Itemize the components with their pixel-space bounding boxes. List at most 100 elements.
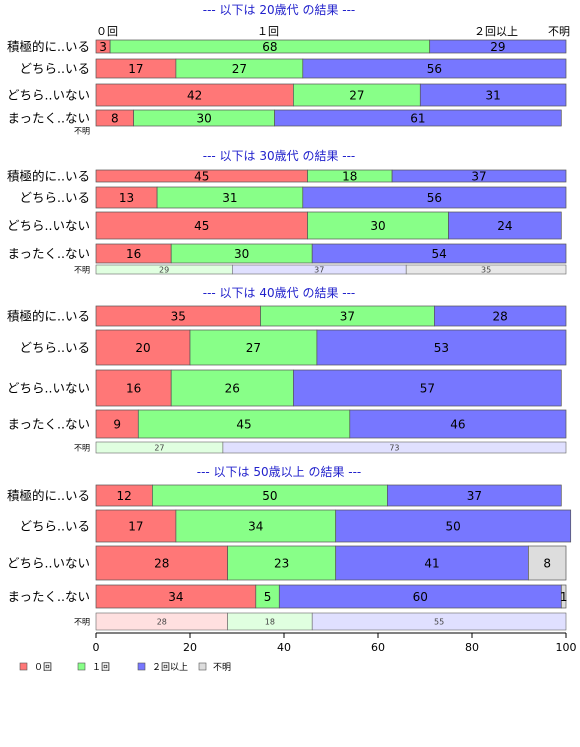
header-label: １回 [257, 25, 279, 38]
header-label: ０回 [96, 25, 118, 38]
legend: ０回 １回 ２回以上 不明 [19, 662, 231, 673]
unknown-label: 不明 [74, 618, 90, 627]
x-tick-label: 0 [93, 641, 100, 654]
chart-groups: --- 以下は 20歳代 の結果 --- 積極的に..いる 3 68 29 どちら..いる… [7, 3, 572, 631]
chart-group: --- 以下は 20歳代 の結果 --- 積極的に..いる 3 68 29 どちら..いる… [7, 3, 567, 136]
data-label: 37 [467, 489, 482, 503]
data-label: 42 [187, 89, 202, 103]
row-label: どちら..いる [20, 61, 90, 76]
bar-segment [95, 211, 308, 240]
group-title: --- 以下は 50歳以上 の結果 --- [197, 465, 362, 479]
row-label: まったく..ない [8, 589, 90, 604]
bar-segment [528, 545, 567, 581]
bar-segment [170, 369, 294, 407]
unknown-segment [222, 441, 567, 454]
data-label: 30 [196, 112, 211, 126]
unknown-data-label: 28 [157, 618, 167, 627]
data-label: 31 [222, 191, 237, 205]
data-label: 5 [264, 590, 272, 604]
data-label: 12 [117, 489, 132, 503]
legend-label: ２回以上 [152, 662, 188, 673]
data-label: 45 [194, 170, 209, 184]
data-label: 16 [126, 382, 141, 396]
bar-segment [335, 509, 572, 543]
unknown-data-label: 37 [314, 266, 324, 275]
row-label: どちら..いない [7, 381, 90, 396]
bar-segment [175, 509, 337, 543]
x-tick-label: 40 [277, 641, 291, 654]
data-label: 20 [135, 341, 150, 355]
unknown-segment [405, 264, 567, 275]
unknown-data-label: 55 [434, 618, 444, 627]
row-label: まったく..ない [8, 417, 90, 432]
data-label: 23 [274, 557, 289, 571]
unknown-segment [311, 612, 567, 631]
data-label: 1 [560, 590, 568, 604]
data-label: 37 [340, 310, 355, 324]
data-label: 56 [427, 62, 442, 76]
header-labels: ０回 １回 ２回以上 不明 [96, 25, 570, 38]
data-label: 26 [225, 382, 240, 396]
data-label: 34 [248, 520, 263, 534]
unknown-data-label: 18 [265, 618, 275, 627]
data-label: 37 [471, 170, 486, 184]
legend-label: 不明 [213, 662, 231, 673]
legend-swatch [19, 662, 28, 671]
group-title: --- 以下は 40歳代 の結果 --- [203, 286, 356, 300]
data-label: 28 [493, 310, 508, 324]
bar-segment [391, 169, 567, 183]
data-label: 28 [154, 557, 169, 571]
group-title: --- 以下は 20歳代 の結果 --- [203, 3, 356, 17]
data-label: 54 [431, 247, 446, 261]
bar-segment [429, 39, 567, 54]
data-label: 68 [262, 40, 277, 54]
bar-segment [95, 509, 177, 543]
row-label: 積極的に..いる [7, 169, 90, 184]
bar-segment [311, 243, 567, 264]
bar-segment [349, 409, 567, 439]
data-label: 60 [413, 590, 428, 604]
data-label: 30 [234, 247, 249, 261]
chart-group: --- 以下は 30歳代 の結果 --- 積極的に..いる 45 18 37 どちら..い… [7, 149, 567, 275]
unknown-data-label: 29 [159, 266, 169, 275]
chart-group: --- 以下は 50歳以上 の結果 --- 積極的に..いる 12 50 37 どちら..… [7, 465, 572, 631]
row-label: どちら..いない [7, 218, 90, 233]
row-label: まったく..ない [8, 246, 90, 261]
unknown-data-label: 73 [389, 444, 399, 453]
bar-segment [293, 369, 562, 407]
unknown-label: 不明 [74, 444, 90, 453]
unknown-data-label: 27 [154, 444, 164, 453]
data-label: 17 [128, 62, 143, 76]
data-label: 8 [543, 557, 551, 571]
data-label: 9 [113, 418, 121, 432]
bar-segment [95, 545, 228, 581]
data-label: 27 [246, 341, 261, 355]
row-label: どちら..いる [20, 340, 90, 355]
data-label: 50 [446, 520, 461, 534]
data-label: 41 [424, 557, 439, 571]
bar-segment [419, 83, 567, 107]
row-label: 積極的に..いる [7, 39, 90, 54]
legend-label: １回 [92, 662, 110, 673]
unknown-data-label: 35 [481, 266, 491, 275]
bar-segment [189, 329, 318, 366]
x-tick-label: 20 [183, 641, 197, 654]
header-label: ２回以上 [474, 25, 518, 38]
data-label: 56 [427, 191, 442, 205]
row-label: どちら..いない [7, 556, 90, 571]
bar-segment [448, 211, 562, 240]
legend-swatch [137, 662, 146, 671]
row-label: どちら..いる [20, 519, 90, 534]
bar-segment [335, 545, 529, 581]
x-tick-label: 80 [465, 641, 479, 654]
data-label: 8 [111, 112, 119, 126]
x-axis: 0 20 40 60 80 100 [93, 632, 577, 654]
bar-segment [560, 584, 567, 609]
row-label: どちら..いる [20, 190, 90, 205]
data-label: 35 [171, 310, 186, 324]
data-label: 46 [450, 418, 465, 432]
bar-segment [274, 109, 562, 127]
data-label: 29 [490, 40, 505, 54]
legend-label: ０回 [34, 662, 52, 673]
